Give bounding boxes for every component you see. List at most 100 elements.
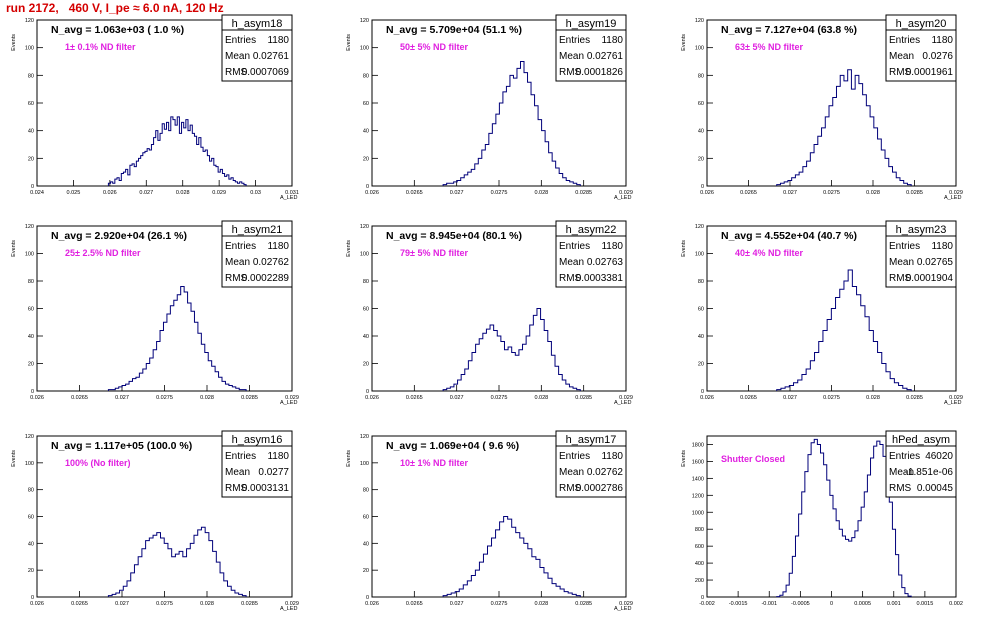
y-tick-label: 100 xyxy=(360,252,369,258)
filter-label: 50± 5% ND filter xyxy=(400,42,468,52)
x-tick-label: 0.026 xyxy=(103,190,117,196)
histogram-name: h_asym19 xyxy=(566,18,617,30)
x-tick-label: 0.026 xyxy=(365,395,379,401)
y-tick-label: 80 xyxy=(28,279,34,285)
y-tick-label: 20 xyxy=(363,156,369,162)
x-tick-label: 0.027 xyxy=(115,395,129,401)
y-tick-label: 0 xyxy=(366,184,369,190)
stats-label-entries: Entries xyxy=(889,241,920,252)
n-avg-label: N_avg = 1.117e+05 (100.0 %) xyxy=(51,440,192,452)
stats-value-mean: 0.02761 xyxy=(253,51,290,62)
stats-value-rms: 0.0001961 xyxy=(906,67,954,78)
stats-value-rms: 0.0003381 xyxy=(576,273,624,284)
stats-value-entries: 1180 xyxy=(601,35,623,46)
x-tick-label: 0.0265 xyxy=(71,601,88,607)
stats-box xyxy=(885,14,957,82)
histogram-name: h_asym20 xyxy=(896,18,947,30)
x-tick-label: 0.026 xyxy=(365,601,379,607)
y-tick-label: 60 xyxy=(28,515,34,521)
stats-value-entries: 1180 xyxy=(601,241,623,252)
y-tick-label: 80 xyxy=(698,279,704,285)
stats-label-entries: Entries xyxy=(889,35,920,46)
x-tick-label: 0.029 xyxy=(212,190,226,196)
x-tick-label: 0.027 xyxy=(139,190,153,196)
stats-value-entries: 1180 xyxy=(601,451,623,462)
x-tick-label: 0 xyxy=(830,601,833,607)
stats-value-rms: 0.0003131 xyxy=(242,483,290,494)
stats-value-rms: 0.0007069 xyxy=(242,67,290,78)
filter-label: 25± 2.5% ND filter xyxy=(65,248,141,258)
filter-label: 100% (No filter) xyxy=(65,458,131,468)
stats-label-rms: RMS xyxy=(889,273,912,284)
stats-value-rms: 0.0002289 xyxy=(242,273,290,284)
y-axis-label: Events xyxy=(11,34,17,51)
histogram-panel-h_asym22: 0 20 40 60 80 100 120 0.026 0.0265 0.027 0.0275 0.0… xyxy=(346,220,633,406)
stats-value-mean: 0.02761 xyxy=(587,51,624,62)
stats-value-rms: 0.0001826 xyxy=(576,67,624,78)
y-axis-label: Events xyxy=(681,240,687,257)
histogram-panel-h_asym20: 0 20 40 60 80 100 120 0.026 0.0265 0.027 0.0275 0.0… xyxy=(681,14,963,201)
stats-value-entries: 1180 xyxy=(267,451,289,462)
y-tick-label: 80 xyxy=(363,488,369,494)
stats-label-mean: Mean xyxy=(889,257,914,268)
y-tick-label: 80 xyxy=(363,73,369,79)
y-tick-label: 80 xyxy=(28,73,34,79)
x-tick-label: 0.0265 xyxy=(740,395,757,401)
stats-label-mean: Mean xyxy=(225,257,250,268)
histogram-line xyxy=(776,269,912,391)
stats-label-mean: Mean xyxy=(225,51,250,62)
y-tick-label: 120 xyxy=(25,18,34,24)
y-tick-label: 1400 xyxy=(692,476,704,482)
x-tick-label: 0.0275 xyxy=(491,395,508,401)
x-tick-label: 0.027 xyxy=(450,601,464,607)
filter-label: 40± 4% ND filter xyxy=(735,248,803,258)
x-tick-label: 0.029 xyxy=(619,601,633,607)
stats-value-mean: 0.0277 xyxy=(258,467,289,478)
x-tick-label: 0.0275 xyxy=(156,601,173,607)
x-tick-label: 0.027 xyxy=(450,395,464,401)
x-tick-label: 0.026 xyxy=(700,395,714,401)
y-tick-label: 120 xyxy=(25,434,34,440)
stats-label-entries: Entries xyxy=(559,35,590,46)
histogram-panel-h_asym17: 0 20 40 60 80 100 120 0.026 0.0265 0.027 0.0275 0.0… xyxy=(346,430,633,612)
x-tick-label: 0.001 xyxy=(887,601,901,607)
histogram-panel-h_asym21: 0 20 40 60 80 100 120 0.026 0.0265 0.027 0.0275 0.0… xyxy=(11,220,299,406)
histogram-panel-h_asym18: 0 20 40 60 80 100 120 0.024 0.025 0.026 0.027 0.028… xyxy=(11,14,299,201)
stats-value-mean: 0.02763 xyxy=(587,257,624,268)
stats-value-rms: 0.0002786 xyxy=(576,483,624,494)
histogram-line xyxy=(776,69,912,186)
y-axis-label: Events xyxy=(346,240,352,257)
filter-label: Shutter Closed xyxy=(721,454,785,464)
stats-label-mean: Mean xyxy=(559,467,584,478)
x-tick-label: 0.0275 xyxy=(823,395,840,401)
histogram-panel-h_asym16: 0 20 40 60 80 100 120 0.026 0.0265 0.027 0.0275 0.0… xyxy=(11,430,299,612)
stats-box xyxy=(885,430,957,498)
x-tick-label: 0.0285 xyxy=(575,395,592,401)
x-tick-label: 0.026 xyxy=(30,395,44,401)
x-tick-label: 0.028 xyxy=(176,190,190,196)
stats-label-entries: Entries xyxy=(889,451,920,462)
x-tick-label: 0.0275 xyxy=(156,395,173,401)
x-axis-label: A_LED xyxy=(614,400,631,406)
stats-value-rms: 0.0001904 xyxy=(906,273,954,284)
n-avg-label: N_avg = 2.920e+04 (26.1 %) xyxy=(51,230,187,242)
x-tick-label: 0.028 xyxy=(866,395,880,401)
x-tick-label: 0.025 xyxy=(67,190,81,196)
x-axis-label: A_LED xyxy=(614,606,631,612)
y-tick-label: 80 xyxy=(698,73,704,79)
x-tick-label: 0.0265 xyxy=(71,395,88,401)
y-tick-label: 0 xyxy=(31,595,34,601)
y-tick-label: 120 xyxy=(25,224,34,230)
x-axis-label: A_LED xyxy=(280,195,297,201)
y-axis-label: Events xyxy=(681,34,687,51)
y-tick-label: 0 xyxy=(366,389,369,395)
y-tick-label: 20 xyxy=(28,362,34,368)
stats-label-mean: Mean xyxy=(559,51,584,62)
y-tick-label: 40 xyxy=(698,334,704,340)
y-axis-label: Events xyxy=(346,450,352,467)
y-tick-label: 100 xyxy=(360,461,369,467)
y-tick-label: 40 xyxy=(28,334,34,340)
x-tick-label: 0.026 xyxy=(700,190,714,196)
y-tick-label: 20 xyxy=(363,362,369,368)
stats-label-rms: RMS xyxy=(559,483,582,494)
